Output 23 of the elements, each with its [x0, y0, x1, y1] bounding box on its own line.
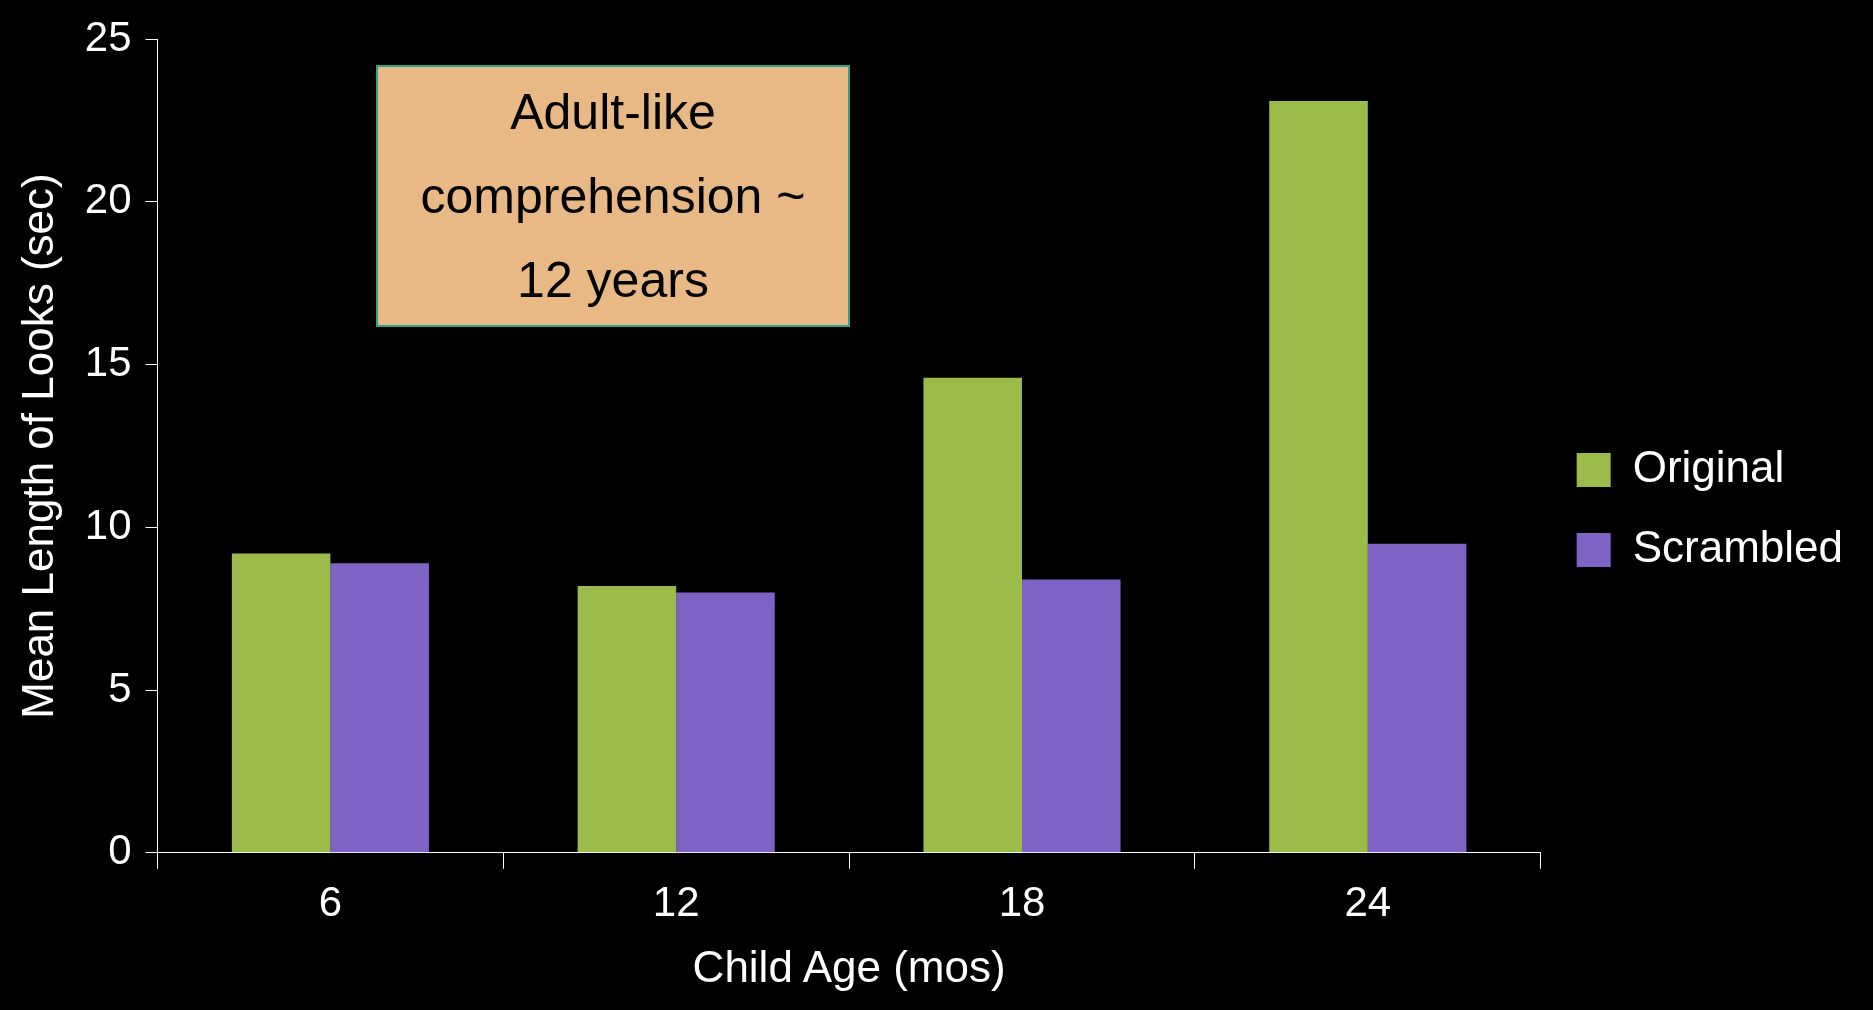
legend-label: Original — [1632, 442, 1785, 492]
annotation: Adult-like comprehension ~ 12 years — [419, 83, 807, 310]
x-tick-label: 12 — [652, 877, 700, 925]
bar — [923, 377, 1022, 853]
bar — [1269, 101, 1368, 853]
y-tick-label: 15 — [84, 338, 132, 386]
y-tick-label: 5 — [108, 663, 132, 711]
bar — [231, 553, 331, 853]
y-tick-label: 20 — [84, 175, 132, 223]
bar — [1367, 543, 1467, 853]
x-axis-title: Child Age (mos) — [692, 941, 1006, 991]
x-tick-label: 6 — [318, 877, 343, 925]
bar — [1022, 579, 1121, 853]
bar — [577, 585, 677, 853]
y-tick-label: 10 — [84, 500, 132, 548]
legend-label: Scrambled — [1632, 522, 1843, 572]
y-axis-title: Mean Length of Looks (sec) — [12, 173, 62, 719]
x-tick-label: 24 — [1344, 877, 1392, 925]
bar — [330, 563, 429, 853]
x-tick-label: 18 — [998, 877, 1046, 925]
bar — [676, 592, 775, 853]
y-tick-label: 25 — [84, 12, 132, 60]
y-tick-label: 0 — [108, 826, 132, 874]
